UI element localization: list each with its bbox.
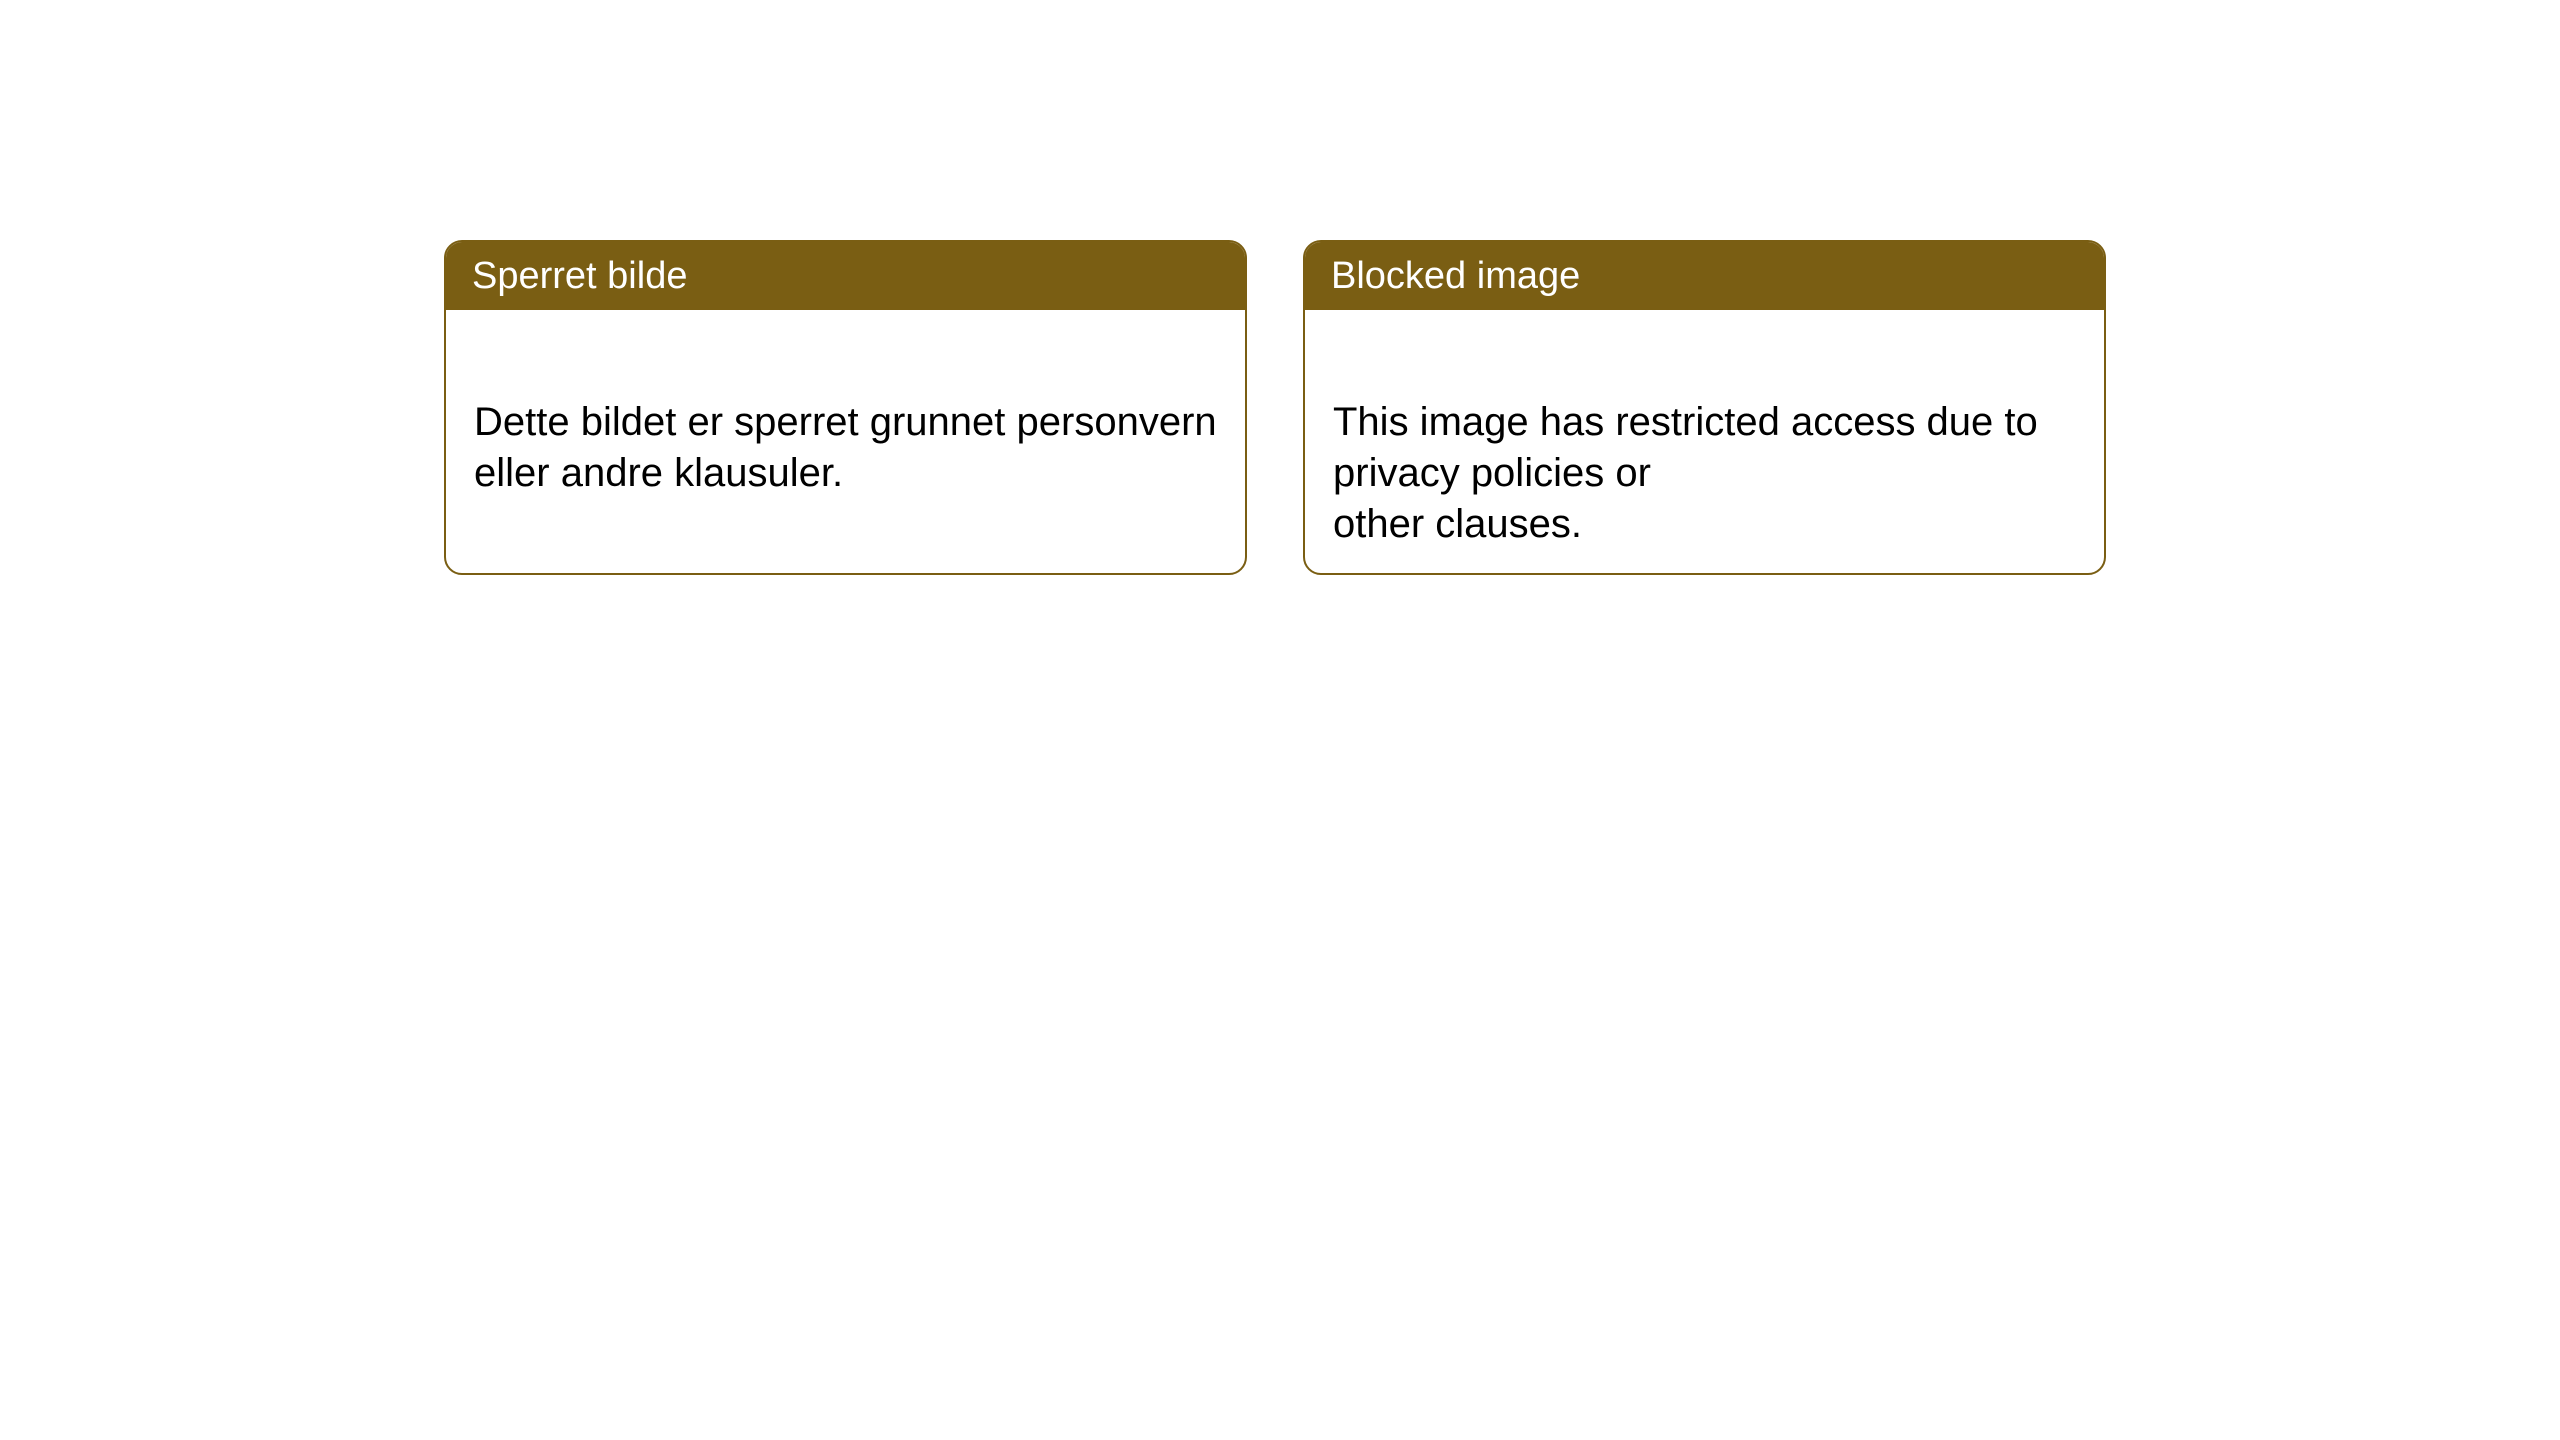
card-body-text-norwegian: Dette bildet er sperret grunnet personve… — [474, 400, 1217, 495]
cards-container: Sperret bilde Dette bildet er sperret gr… — [444, 240, 2106, 575]
card-header-norwegian: Sperret bilde — [446, 242, 1245, 310]
card-body-english: This image has restricted access due to … — [1305, 310, 2104, 575]
card-title-norwegian: Sperret bilde — [472, 255, 687, 297]
card-body-text-english: This image has restricted access due to … — [1333, 400, 2038, 546]
card-title-english: Blocked image — [1331, 255, 1580, 297]
card-header-english: Blocked image — [1305, 242, 2104, 310]
card-norwegian: Sperret bilde Dette bildet er sperret gr… — [444, 240, 1247, 575]
card-english: Blocked image This image has restricted … — [1303, 240, 2106, 575]
card-body-norwegian: Dette bildet er sperret grunnet personve… — [446, 310, 1245, 528]
